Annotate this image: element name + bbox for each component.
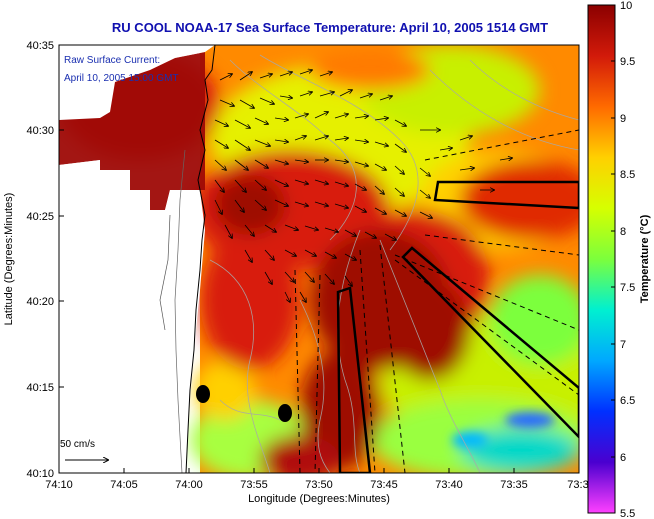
colorbar-tick: 10 bbox=[620, 0, 632, 12]
colorbar-tick: 7.5 bbox=[620, 282, 635, 294]
map-title: RU COOL NOAA-17 Sea Surface Temperature:… bbox=[111, 20, 549, 35]
x-axis: 74:10 74:05 74:00 73:55 73:50 73:45 73:4… bbox=[45, 468, 589, 491]
x-tick-label: 74:05 bbox=[110, 479, 138, 491]
x-tick-label: 73:40 bbox=[435, 479, 463, 491]
station-marker-1 bbox=[196, 385, 210, 403]
y-axis: 40:35 40:30 40:25 40:20 40:15 40:10 bbox=[26, 40, 64, 480]
station-marker-2 bbox=[278, 404, 292, 422]
colorbar-tick: 8 bbox=[620, 226, 626, 238]
beam-outlines bbox=[336, 180, 579, 473]
colorbar-tick: 7 bbox=[620, 339, 626, 351]
y-tick-label: 40:35 bbox=[26, 40, 54, 52]
x-axis-label: Longitude (Degrees:Minutes) bbox=[248, 493, 390, 505]
y-tick-label: 40:15 bbox=[26, 382, 54, 394]
y-tick-label: 40:25 bbox=[26, 211, 54, 223]
colorbar-tick: 6 bbox=[620, 452, 626, 464]
colorbar: 10 9.5 9 8.5 8 7.5 7 6.5 6 5.5 Temperatu… bbox=[587, 0, 651, 519]
x-tick-label: 73:45 bbox=[370, 479, 398, 491]
colorbar-tick: 5.5 bbox=[620, 508, 635, 519]
colorbar-tick: 8.5 bbox=[620, 169, 635, 181]
x-tick-label: 74:00 bbox=[175, 479, 203, 491]
current-label: Raw Surface Current: bbox=[64, 55, 160, 66]
y-tick-label: 40:20 bbox=[26, 296, 54, 308]
y-tick-label: 40:10 bbox=[26, 468, 54, 480]
x-tick-label: 73:35 bbox=[500, 479, 528, 491]
radar-sector-lines bbox=[294, 129, 579, 473]
colorbar-tick: 6.5 bbox=[620, 395, 635, 407]
colorbar-tick: 9 bbox=[620, 113, 626, 125]
scale-label: 50 cm/s bbox=[60, 439, 95, 450]
x-tick-label: 73:55 bbox=[240, 479, 268, 491]
sst-field bbox=[59, 45, 579, 473]
x-tick-label: 73:50 bbox=[305, 479, 333, 491]
colorbar-label: Temperature (°C) bbox=[639, 214, 651, 303]
colorbar-gradient bbox=[587, 4, 616, 514]
y-tick-label: 40:30 bbox=[26, 125, 54, 137]
current-timestamp: April 10, 2005 15:00 GMT bbox=[64, 73, 179, 84]
current-vectors bbox=[214, 70, 512, 302]
colorbar-tick: 9.5 bbox=[620, 56, 635, 68]
x-tick-label: 73:3 bbox=[567, 479, 588, 491]
y-axis-label: Latitude (Degrees:Minutes) bbox=[3, 193, 15, 326]
x-tick-label: 74:10 bbox=[45, 479, 73, 491]
